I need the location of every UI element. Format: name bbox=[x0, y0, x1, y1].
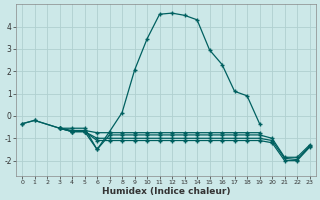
X-axis label: Humidex (Indice chaleur): Humidex (Indice chaleur) bbox=[101, 187, 230, 196]
